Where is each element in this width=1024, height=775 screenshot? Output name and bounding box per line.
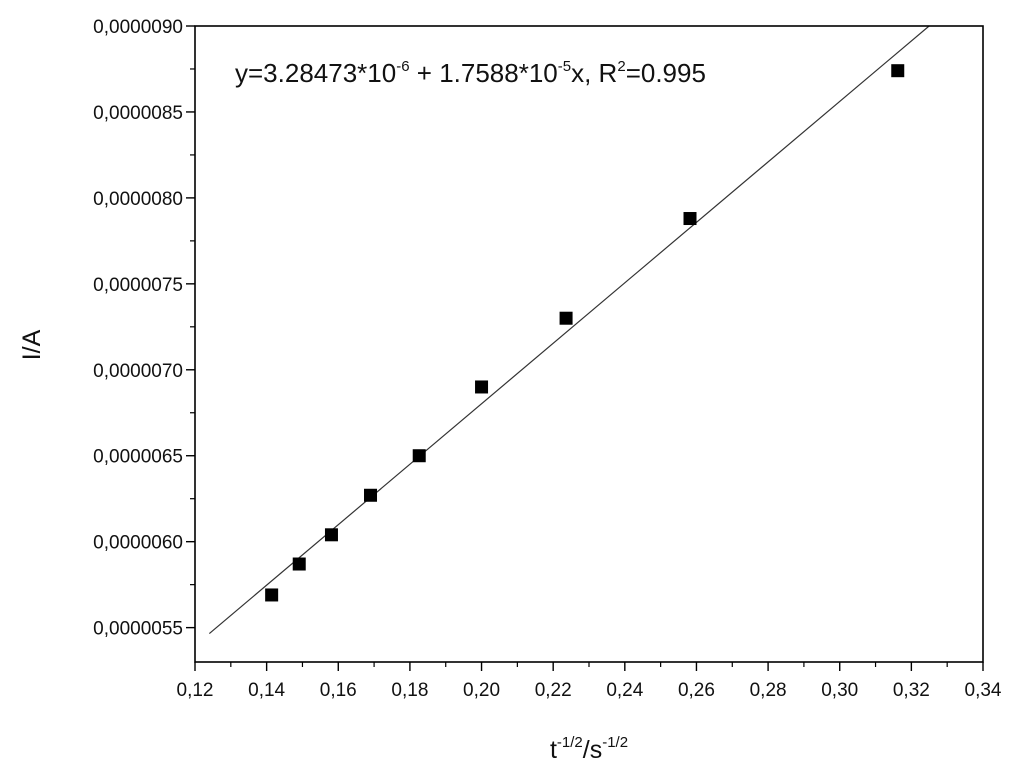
x-tick-label: 0,30: [821, 680, 858, 701]
x-tick-label: 0,26: [678, 680, 715, 701]
data-point: [891, 64, 905, 78]
x-axis-title-exp-2: -1/2: [602, 734, 628, 751]
data-point: [475, 380, 489, 394]
data-point: [324, 528, 338, 542]
x-tick-label: 0,24: [606, 680, 643, 701]
data-point: [364, 488, 378, 502]
x-tick-label: 0,14: [248, 680, 285, 701]
x-axis-title-exp-1: -1/2: [557, 734, 583, 751]
x-tick-label: 0,34: [965, 680, 1002, 701]
x-tick-label: 0,12: [177, 680, 214, 701]
y-tick-label: 0,0000090: [93, 17, 183, 38]
data-point: [265, 588, 279, 602]
points-layer: [265, 64, 905, 602]
x-tick-label: 0,16: [320, 680, 357, 701]
data-point: [559, 311, 573, 325]
eq-exp-3: 2: [617, 58, 625, 75]
ticks-layer: [186, 25, 984, 671]
y-tick-label: 0,0000070: [93, 361, 183, 382]
eq-part-1: y=3.28473*10: [235, 58, 396, 88]
y-tick-label: 0,0000060: [93, 533, 183, 554]
x-axis-title-base: t: [550, 736, 557, 764]
plot-frame: [194, 25, 984, 663]
x-tick-label: 0,18: [391, 680, 428, 701]
y-tick-label: 0,0000080: [93, 189, 183, 210]
y-tick-label: 0,0000055: [93, 619, 183, 640]
data-point: [412, 449, 426, 463]
fit-line: [208, 25, 930, 634]
y-tick-label: 0,0000085: [93, 103, 183, 124]
x-tick-label: 0,22: [535, 680, 572, 701]
x-axis-title-mid: /s: [583, 736, 602, 764]
equation-annotation: y=3.28473*10-6 + 1.7588*10-5x, R2=0.995: [235, 58, 706, 88]
eq-exp-2: -5: [558, 58, 571, 75]
data-point: [683, 212, 697, 226]
x-tick-label: 0,32: [893, 680, 930, 701]
y-tick-label: 0,0000065: [93, 447, 183, 468]
eq-part-3: x, R: [571, 58, 617, 88]
eq-part-4: =0.995: [626, 58, 706, 88]
eq-part-2: + 1.7588*10: [410, 58, 558, 88]
y-tick-label: 0,0000075: [93, 275, 183, 296]
eq-exp-1: -6: [396, 58, 409, 75]
x-tick-label: 0,28: [750, 680, 787, 701]
tick-labels-layer: 0,12 0,14 0,16 0,18 0,20 0,22 0,24 0,26 0,28 0,30…: [93, 17, 1002, 701]
x-tick-label: 0,20: [463, 680, 500, 701]
data-point: [292, 557, 306, 571]
y-axis-title: I/A: [18, 329, 46, 360]
x-axis-title: t-1/2/s-1/2: [550, 734, 628, 764]
